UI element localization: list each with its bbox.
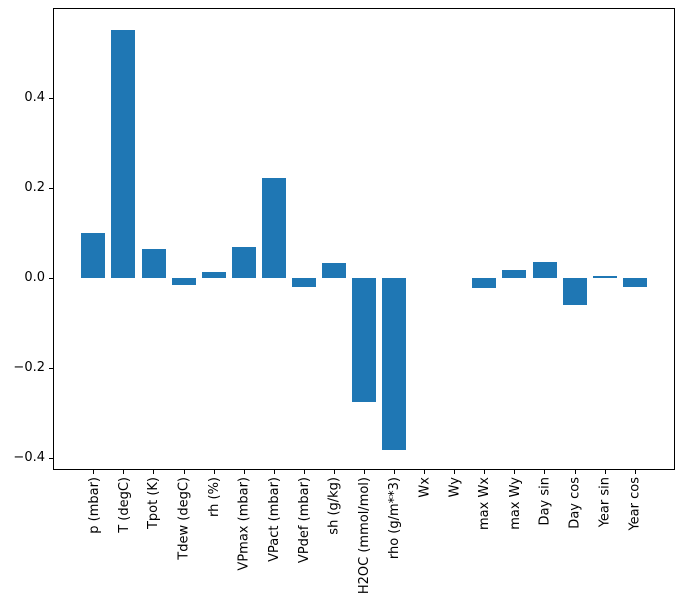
bar-vpdef-mbar bbox=[291, 277, 316, 287]
bar-max-wx bbox=[472, 277, 497, 288]
x-tick-label-text: Year cos bbox=[627, 477, 643, 531]
bar-tdew-degc bbox=[171, 277, 196, 285]
x-tick-mark-tdew-degc bbox=[184, 470, 185, 474]
x-tick-label-text: Year sin bbox=[597, 477, 613, 528]
y-tick-label-0-2: 0.2 bbox=[24, 179, 45, 195]
x-tick-mark-rho-g-m-3 bbox=[394, 470, 395, 474]
x-tick-label-text: Tpot (K) bbox=[146, 477, 162, 530]
x-tick-mark-day-sin bbox=[544, 470, 545, 474]
x-tick-label-text: VPact (mbar) bbox=[266, 477, 282, 562]
y-tick-label-0-0: 0.0 bbox=[24, 269, 45, 285]
x-tick-label-text: Wy bbox=[447, 477, 463, 498]
bar-year-cos bbox=[622, 277, 647, 287]
x-tick-mark-year-sin bbox=[605, 470, 606, 474]
x-tick-label-text: Tdew (degC) bbox=[176, 477, 192, 560]
bar-vpmax-mbar bbox=[231, 246, 256, 278]
x-tick-mark-year-cos bbox=[635, 470, 636, 474]
x-tick-label-text: max Wx bbox=[477, 477, 493, 531]
x-tick-label-text: sh (g/kg) bbox=[326, 477, 342, 535]
x-tick-mark-vpdef-mbar bbox=[304, 470, 305, 474]
x-tick-label-text: p (mbar) bbox=[86, 477, 102, 534]
x-tick-mark-sh-g-kg bbox=[334, 470, 335, 474]
x-tick-label-text: Day sin bbox=[537, 477, 553, 526]
x-tick-mark-max-wy bbox=[514, 470, 515, 474]
bar-day-sin bbox=[532, 262, 557, 278]
bar-tpot-k bbox=[141, 248, 166, 278]
x-tick-mark-wx bbox=[424, 470, 425, 474]
x-tick-label-text: Wx bbox=[417, 477, 433, 498]
x-tick-label-text: rho (g/m**3) bbox=[387, 477, 403, 560]
x-tick-label-text: Day cos bbox=[567, 477, 583, 529]
x-tick-mark-max-wx bbox=[484, 470, 485, 474]
x-tick-mark-tpot-k bbox=[153, 470, 154, 474]
y-tick-mark-0-4 bbox=[49, 458, 53, 459]
x-tick-label-text: rh (%) bbox=[206, 477, 222, 517]
x-tick-label-text: VPmax (mbar) bbox=[236, 477, 252, 571]
x-tick-mark-rh bbox=[214, 470, 215, 474]
x-tick-mark-wy bbox=[454, 470, 455, 474]
bar-h2oc-mmol-mol bbox=[352, 277, 376, 403]
bar-sh-g-kg bbox=[321, 262, 346, 278]
bar-t-degc bbox=[111, 30, 136, 278]
bar-rh bbox=[201, 271, 226, 278]
bar-max-wy bbox=[502, 270, 527, 278]
bar-day-cos bbox=[562, 277, 587, 306]
y-tick-mark-0-0 bbox=[49, 278, 53, 279]
y-tick-label-0-2: −0.2 bbox=[13, 359, 45, 375]
y-tick-mark-0-2 bbox=[49, 368, 53, 369]
bar-rho-g-m-3 bbox=[382, 277, 407, 451]
y-tick-label-0-4: −0.4 bbox=[13, 449, 45, 465]
y-tick-mark-0-2 bbox=[49, 188, 53, 189]
x-tick-mark-p-mbar bbox=[93, 470, 94, 474]
x-tick-label-text: T (degC) bbox=[116, 477, 132, 533]
x-tick-mark-vpmax-mbar bbox=[244, 470, 245, 474]
x-tick-mark-h2oc-mmol-mol bbox=[364, 470, 365, 474]
x-tick-mark-t-degc bbox=[123, 470, 124, 474]
x-tick-mark-vpact-mbar bbox=[274, 470, 275, 474]
bar-vpact-mbar bbox=[261, 178, 286, 278]
bar-year-sin bbox=[592, 276, 617, 278]
y-tick-label-0-4: 0.4 bbox=[24, 89, 45, 105]
y-tick-mark-0-4 bbox=[49, 98, 53, 99]
x-tick-label-text: max Wy bbox=[507, 477, 523, 530]
x-tick-label-text: VPdef (mbar) bbox=[296, 477, 312, 564]
x-tick-label-text: H2OC (mmol/mol) bbox=[357, 477, 372, 595]
bar-p-mbar bbox=[81, 233, 106, 278]
x-tick-mark-day-cos bbox=[575, 470, 576, 474]
